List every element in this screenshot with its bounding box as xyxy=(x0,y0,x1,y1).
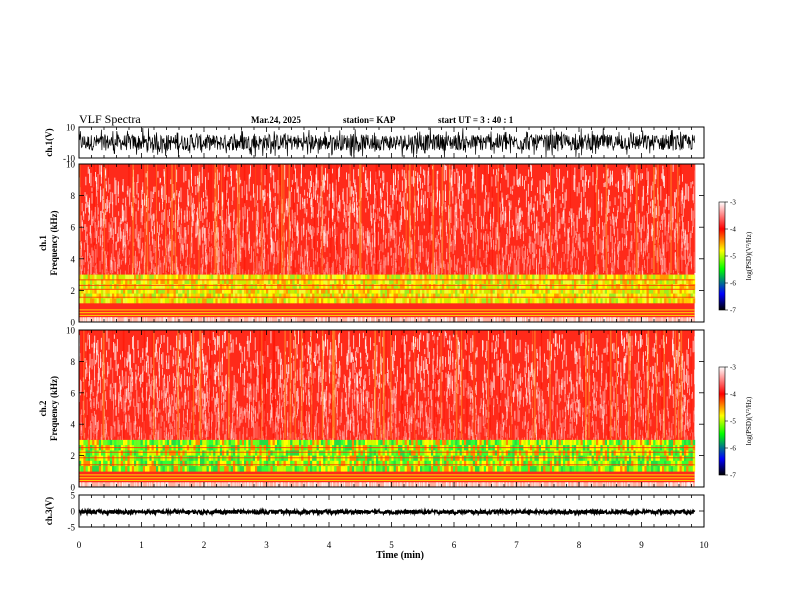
ch1-waveform-ytick-label: 10 xyxy=(66,123,76,133)
ch1-waveform-panel: 10 -10 ch.1(V) xyxy=(44,123,705,164)
ch3-waveform-ytick-label: 5 xyxy=(71,491,76,501)
ch1-colorbar-label: log(PSD)(V²/Hz) xyxy=(745,231,753,280)
ch1-spectrogram-speckle xyxy=(79,164,696,289)
ch2-spectrogram-lf-band xyxy=(79,439,696,472)
ch2-spectrogram-ytick-label: 4 xyxy=(71,420,76,430)
time-tick-label: 2 xyxy=(202,540,207,550)
time-axis: 0 1 2 3 4 5 6 7 8 9 10 xyxy=(77,540,709,550)
ch3-waveform-panel: 5 0 -5 ch.3(V) xyxy=(44,491,705,533)
ch2-spectrogram-ylabel-frequency: Frequency (kHz) xyxy=(49,376,59,441)
ch3-waveform-ytick-label: 0 xyxy=(71,507,76,517)
time-tick-label: 9 xyxy=(639,540,644,550)
ch2-spectrogram-ytick-label: 10 xyxy=(66,326,76,336)
time-tick-label: 0 xyxy=(77,540,82,550)
ch3-waveform-ytick-label: -5 xyxy=(68,523,76,533)
start-time-label: start UT = 3 : 40 : 1 xyxy=(438,115,514,125)
ch2-spectrogram-ylabel-channel: ch.2 xyxy=(38,400,48,416)
ch1-colorbar-gradient xyxy=(718,201,726,311)
time-tick-label: 8 xyxy=(577,540,582,550)
ch1-spectrogram-narrowband-lines xyxy=(79,279,695,322)
ch1-spectrogram-ytick-label: 4 xyxy=(71,254,76,264)
ch2-spectrogram-ytick-label: 6 xyxy=(71,388,76,398)
ch2-spectrogram-narrowband-lines xyxy=(79,447,695,487)
ch1-waveform-trace xyxy=(78,127,695,158)
time-tick-label: 4 xyxy=(327,540,332,550)
ch1-colorbar-tick-label: -7 xyxy=(730,307,736,315)
ch2-colorbar-tick-label: -3 xyxy=(730,364,736,372)
ch1-spectrogram-ytick-label: 8 xyxy=(71,191,76,201)
ch2-colorbar: -3 -4 -5 -6 -7 log(PSD)(V²/Hz) xyxy=(718,364,753,480)
ch2-colorbar-tick-label: -7 xyxy=(730,472,736,480)
ch2-spectrogram-ytick-label: 2 xyxy=(71,451,76,461)
ch2-colorbar-tick-label: -6 xyxy=(730,445,736,453)
ch1-colorbar-tick-label: -3 xyxy=(730,199,736,207)
ch2-spectrogram-ytick-label: 0 xyxy=(71,483,76,493)
ch3-waveform-ylabel: ch.3(V) xyxy=(44,497,54,525)
ch1-waveform-ylabel: ch.1(V) xyxy=(44,128,54,156)
ch1-spectrogram-panel: 0 2 4 6 8 10 ch.1 Frequency (kHz) xyxy=(38,160,705,328)
time-tick-label: 1 xyxy=(139,540,144,550)
ch1-colorbar-tick-label: -5 xyxy=(730,253,736,261)
ch1-colorbar-tick-label: -4 xyxy=(730,226,736,234)
x-axis-label: Time (min) xyxy=(376,550,424,561)
time-tick-label: 7 xyxy=(514,540,519,550)
ch1-spectrogram-lf-band xyxy=(79,274,696,304)
time-tick-label: 6 xyxy=(452,540,457,550)
time-tick-label: 10 xyxy=(700,540,710,550)
ch1-waveform-ytick-label: -10 xyxy=(63,154,75,164)
time-tick-label: 5 xyxy=(389,540,394,550)
figure-title: VLF Spectra xyxy=(79,112,141,126)
ch2-spectrogram-panel: 0 2 4 6 8 10 ch.2 Frequency (kHz) xyxy=(38,326,705,493)
ch1-spectrogram-ylabel-channel: ch.1 xyxy=(38,235,48,251)
ch1-spectrogram-ytick-label: 10 xyxy=(66,160,76,170)
ch2-colorbar-label: log(PSD)(V²/Hz) xyxy=(745,396,753,445)
ch3-waveform-trace xyxy=(78,506,696,517)
ch2-spectrogram-ytick-label: 8 xyxy=(71,357,76,367)
date-label: Mar.24, 2025 xyxy=(251,115,301,125)
ch2-spectrogram-speckle xyxy=(79,330,696,455)
ch1-spectrogram-ytick-label: 2 xyxy=(71,286,76,296)
station-label: station= KAP xyxy=(343,115,396,125)
ch1-colorbar-tick-label: -6 xyxy=(730,280,736,288)
ch2-colorbar-tick-label: -4 xyxy=(730,391,736,399)
ch1-spectrogram-ytick-label: 0 xyxy=(71,318,76,328)
ch2-colorbar-gradient xyxy=(718,366,726,476)
ch2-colorbar-tick-label: -5 xyxy=(730,418,736,426)
ch1-spectrogram-ytick-label: 6 xyxy=(71,223,76,233)
time-tick-label: 3 xyxy=(264,540,269,550)
ch1-spectrogram-ylabel-frequency: Frequency (kHz) xyxy=(49,210,59,275)
ch1-colorbar: -3 -4 -5 -6 -7 log(PSD)(V²/Hz) xyxy=(718,199,753,315)
